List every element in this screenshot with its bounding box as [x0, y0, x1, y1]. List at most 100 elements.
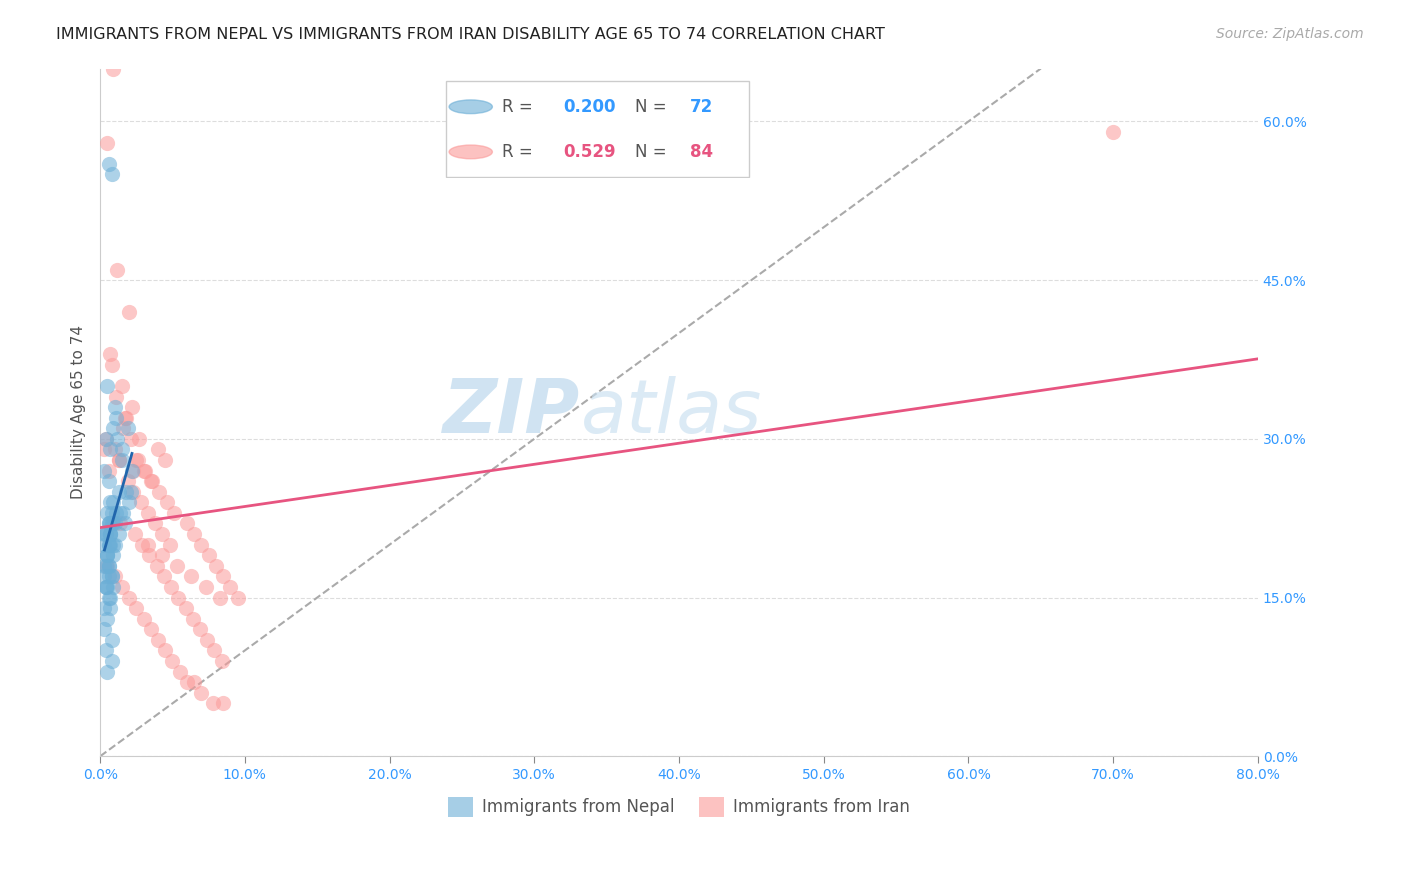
- Point: [111, 580, 134, 594]
- Point: [94, 580, 117, 594]
- Point: [195, 632, 218, 647]
- Point: [97, 591, 120, 605]
- Point: [96, 665, 118, 679]
- Y-axis label: Disability Age 65 to 74: Disability Age 65 to 74: [72, 326, 86, 500]
- Text: 72: 72: [690, 98, 714, 116]
- Point: [204, 643, 226, 657]
- Point: [150, 548, 173, 562]
- Point: [129, 495, 152, 509]
- Point: [100, 167, 122, 181]
- Point: [108, 453, 131, 467]
- Point: [128, 432, 150, 446]
- Point: [94, 432, 117, 446]
- Point: [155, 453, 177, 467]
- Point: [226, 591, 249, 605]
- Text: Source: ZipAtlas.com: Source: ZipAtlas.com: [1216, 27, 1364, 41]
- Point: [148, 484, 170, 499]
- Circle shape: [449, 145, 492, 159]
- Point: [190, 686, 212, 700]
- Point: [93, 569, 115, 583]
- Point: [120, 432, 142, 446]
- Point: [145, 558, 167, 573]
- Point: [98, 591, 121, 605]
- Text: N =: N =: [634, 143, 672, 161]
- Point: [118, 591, 141, 605]
- Point: [104, 442, 127, 457]
- Point: [96, 136, 118, 150]
- Point: [1102, 125, 1125, 139]
- Point: [155, 643, 177, 657]
- Point: [167, 591, 190, 605]
- Point: [125, 601, 148, 615]
- Point: [100, 358, 122, 372]
- Point: [163, 506, 186, 520]
- Point: [101, 516, 124, 531]
- Point: [101, 538, 124, 552]
- Point: [174, 601, 197, 615]
- Point: [143, 516, 166, 531]
- Point: [98, 527, 121, 541]
- Point: [98, 527, 121, 541]
- Point: [112, 421, 135, 435]
- Point: [98, 601, 121, 615]
- Point: [93, 601, 115, 615]
- Point: [97, 474, 120, 488]
- Point: [181, 612, 204, 626]
- Point: [146, 632, 169, 647]
- Point: [111, 442, 134, 457]
- Point: [132, 464, 155, 478]
- Point: [97, 558, 120, 573]
- Point: [96, 379, 118, 393]
- Point: [160, 580, 183, 594]
- Point: [96, 612, 118, 626]
- Point: [121, 464, 143, 478]
- FancyBboxPatch shape: [446, 81, 749, 178]
- Point: [131, 538, 153, 552]
- Text: 84: 84: [690, 143, 713, 161]
- Point: [111, 379, 134, 393]
- Point: [138, 548, 160, 562]
- Text: R =: R =: [502, 143, 537, 161]
- Point: [104, 516, 127, 531]
- Point: [136, 538, 159, 552]
- Point: [176, 675, 198, 690]
- Point: [127, 453, 149, 467]
- Text: ZIP: ZIP: [443, 376, 581, 449]
- Text: 0.200: 0.200: [564, 98, 616, 116]
- Point: [190, 538, 212, 552]
- Point: [115, 410, 138, 425]
- Point: [105, 506, 128, 520]
- Point: [110, 506, 132, 520]
- Text: 0.529: 0.529: [564, 143, 616, 161]
- Point: [122, 484, 145, 499]
- Point: [105, 410, 128, 425]
- Point: [98, 347, 121, 361]
- Point: [101, 62, 124, 76]
- Point: [117, 421, 139, 435]
- Point: [120, 484, 142, 499]
- Point: [98, 495, 121, 509]
- Point: [124, 527, 146, 541]
- Point: [139, 622, 162, 636]
- Point: [118, 495, 141, 509]
- Point: [156, 495, 179, 509]
- Point: [212, 569, 235, 583]
- Point: [96, 548, 118, 562]
- Point: [194, 580, 217, 594]
- Point: [150, 527, 173, 541]
- Point: [101, 495, 124, 509]
- Point: [100, 569, 122, 583]
- Point: [112, 506, 135, 520]
- Point: [93, 442, 115, 457]
- Point: [183, 527, 205, 541]
- Point: [212, 697, 235, 711]
- Point: [183, 675, 205, 690]
- Point: [101, 580, 124, 594]
- Point: [105, 390, 128, 404]
- Point: [100, 654, 122, 668]
- Point: [122, 464, 145, 478]
- Text: IMMIGRANTS FROM NEPAL VS IMMIGRANTS FROM IRAN DISABILITY AGE 65 TO 74 CORRELATIO: IMMIGRANTS FROM NEPAL VS IMMIGRANTS FROM…: [56, 27, 886, 42]
- Point: [188, 622, 211, 636]
- Point: [101, 548, 124, 562]
- Text: atlas: atlas: [581, 376, 762, 449]
